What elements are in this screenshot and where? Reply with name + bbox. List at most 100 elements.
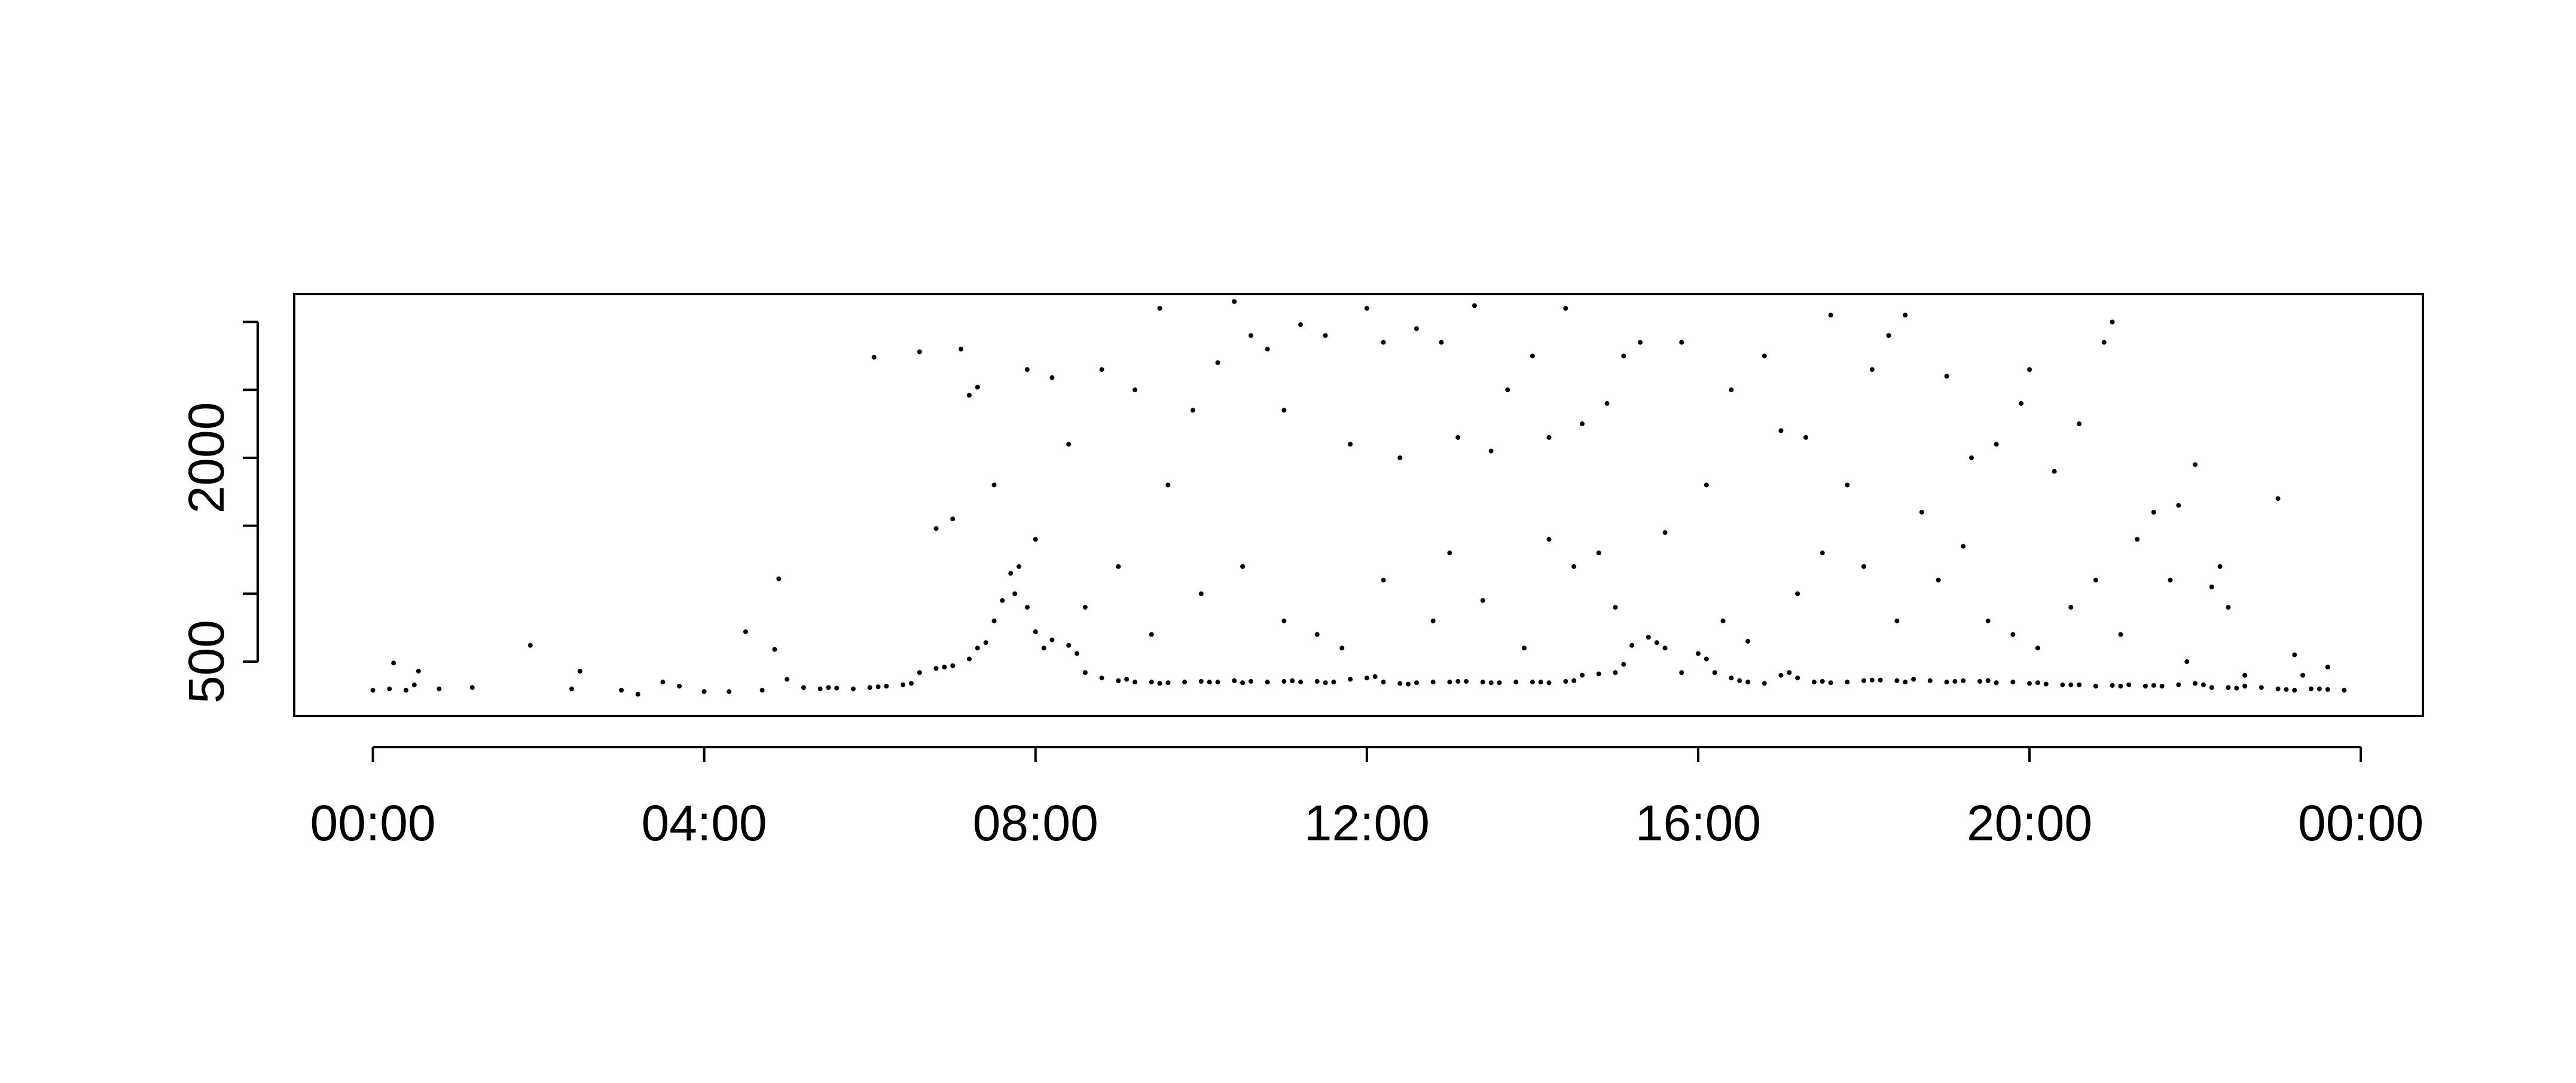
data-point [2209, 685, 2214, 690]
data-point [1778, 428, 1784, 433]
data-point [1571, 678, 1577, 683]
data-point [2019, 401, 2024, 406]
data-point [727, 689, 732, 695]
data-point [1082, 670, 1088, 675]
data-point [1629, 643, 1635, 648]
data-point [1406, 681, 1411, 687]
data-point [2118, 632, 2123, 637]
data-point [1480, 598, 1485, 603]
data-point [701, 689, 707, 695]
data-point [2027, 681, 2032, 686]
data-point [2217, 564, 2223, 569]
data-point [1637, 339, 1643, 345]
data-point [1546, 435, 1552, 440]
data-point [1430, 680, 1436, 685]
data-point [1704, 656, 1709, 662]
data-point [1828, 680, 1833, 686]
data-point [2193, 462, 2198, 467]
data-point [901, 682, 906, 687]
data-point [1679, 339, 1684, 345]
data-point [569, 686, 575, 692]
data-point [2325, 687, 2330, 692]
data-point [1985, 618, 1991, 623]
data-point [2226, 685, 2231, 690]
data-point [1198, 591, 1204, 596]
data-point [1364, 675, 1369, 681]
data-point [1116, 678, 1121, 683]
data-point [1720, 618, 1726, 623]
data-point [1331, 680, 1336, 685]
data-point [416, 668, 421, 674]
data-point [1240, 680, 1246, 686]
data-point [1961, 678, 1966, 683]
data-point [1348, 677, 1353, 682]
data-point [1132, 387, 1137, 393]
data-point [1281, 408, 1287, 413]
data-point [1803, 435, 1809, 440]
data-point [1621, 353, 1626, 359]
data-point [1339, 645, 1345, 651]
data-point [2159, 683, 2165, 689]
data-point [1157, 305, 1162, 311]
data-point [2043, 681, 2049, 687]
data-point [2342, 687, 2347, 693]
data-point [1712, 670, 1717, 675]
data-point [2010, 680, 2016, 685]
data-point [1439, 339, 1444, 345]
data-point [1894, 618, 1900, 623]
data-point [1580, 672, 1585, 678]
data-point [1024, 367, 1030, 372]
data-point [404, 687, 409, 693]
data-point [1604, 401, 1610, 406]
data-point [1049, 637, 1055, 643]
data-point [660, 680, 666, 685]
data-point [2226, 605, 2231, 610]
data-point [1762, 681, 1767, 686]
data-point [1430, 618, 1436, 623]
data-point [1704, 482, 1709, 488]
data-point [1455, 435, 1461, 440]
data-point [2142, 683, 2148, 689]
data-point [2027, 367, 2032, 372]
data-point [1447, 680, 1452, 685]
data-point [387, 686, 392, 692]
data-point [1646, 635, 1651, 640]
data-point [1488, 448, 1494, 454]
data-point [1961, 543, 1966, 549]
data-point [991, 482, 997, 488]
data-point [1994, 442, 1999, 447]
data-point [2093, 683, 2098, 689]
data-point [2052, 469, 2057, 474]
data-point [1596, 550, 1601, 556]
data-point [1215, 360, 1220, 365]
data-point [1729, 675, 1734, 681]
data-point [2176, 682, 2181, 687]
data-point [1265, 680, 1270, 685]
data-point [1190, 408, 1195, 413]
data-point [1024, 605, 1030, 610]
data-point [1075, 651, 1080, 656]
data-point [1563, 305, 1568, 311]
data-point [2010, 632, 2016, 637]
data-point [1869, 677, 1875, 683]
data-point [1066, 442, 1072, 447]
data-point [959, 347, 964, 352]
data-point [391, 660, 396, 666]
data-point [2035, 645, 2040, 651]
data-point [1729, 387, 1734, 393]
data-point [2151, 509, 2156, 515]
data-point [1538, 680, 1543, 685]
data-point [1497, 680, 1502, 686]
data-point [1066, 643, 1072, 648]
data-point [1232, 299, 1237, 304]
data-point [1372, 674, 1378, 680]
data-point [1994, 680, 1999, 686]
data-point [2035, 680, 2040, 686]
data-point [1654, 640, 1659, 645]
data-point [1546, 680, 1552, 686]
data-point [1762, 353, 1767, 359]
data-point [2168, 577, 2173, 583]
data-point [908, 681, 914, 686]
x-tick-label: 04:00 [642, 795, 767, 851]
